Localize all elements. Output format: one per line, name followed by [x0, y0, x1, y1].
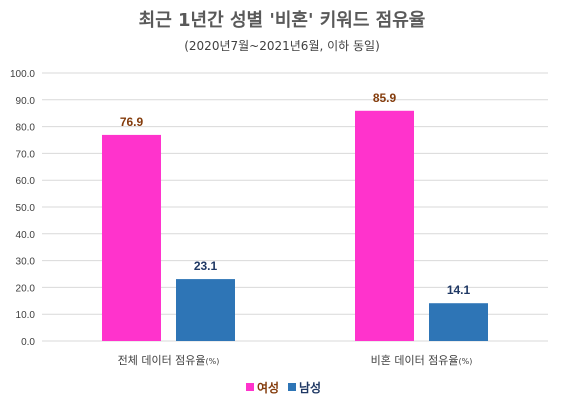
bar-male-2	[429, 303, 488, 341]
data-label: 85.9	[373, 91, 397, 105]
bar-female-2	[355, 110, 414, 342]
bars	[102, 110, 488, 342]
y-tick-label: 30.0	[16, 257, 36, 268]
x-category-label: 비혼 데이터 점유율(%)	[371, 354, 473, 367]
y-tick-label: 20.0	[16, 283, 36, 294]
y-tick-label: 10.0	[16, 310, 36, 321]
data-label: 23.1	[194, 259, 218, 273]
data-labels: 76.9 23.1 85.9 14.1	[120, 91, 471, 297]
legend-label: 여성	[257, 380, 279, 395]
y-tick-label: 40.0	[16, 230, 36, 241]
y-axis-ticks: 0.0 10.0 20.0 30.0 40.0 50.0 60.0 70.0 80.0 90.0 1…	[10, 69, 35, 348]
bar-female-1	[102, 134, 161, 341]
bar-male-1	[176, 279, 235, 341]
y-tick-label: 80.0	[16, 123, 36, 134]
chart-title: 최근 1년간 성별 '비혼' 키워드 점유율	[139, 9, 426, 31]
y-tick-label: 90.0	[16, 96, 36, 107]
data-label: 76.9	[120, 115, 144, 129]
legend: 여성 남성	[246, 380, 321, 395]
y-tick-label: 60.0	[16, 176, 36, 187]
data-label: 14.1	[447, 283, 471, 297]
legend-label: 남성	[299, 380, 321, 395]
legend-swatch	[288, 383, 296, 391]
chart-subtitle: (2020년7월~2021년6월, 이하 동일)	[184, 39, 380, 53]
y-tick-label: 0.0	[21, 337, 35, 348]
x-axis-categories: 전체 데이터 점유율(%) 비혼 데이터 점유율(%)	[118, 354, 473, 367]
y-tick-label: 50.0	[16, 203, 36, 214]
x-category-label: 전체 데이터 점유율(%)	[118, 354, 220, 367]
y-tick-label: 100.0	[10, 69, 35, 80]
y-tick-label: 70.0	[16, 149, 36, 160]
legend-swatch	[246, 383, 254, 391]
